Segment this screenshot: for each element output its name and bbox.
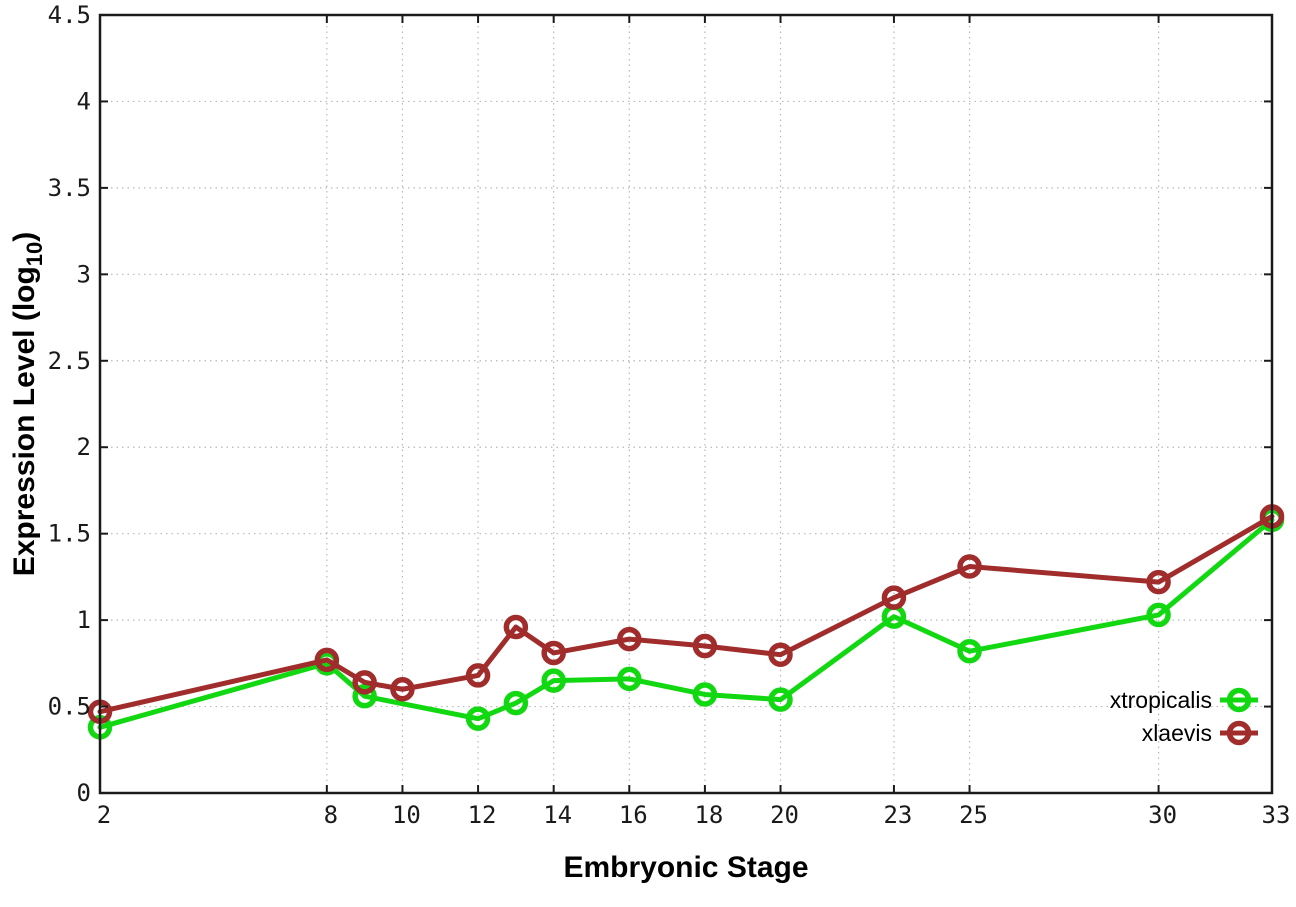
y-tick-label: 1 — [77, 606, 91, 634]
y-tick-label: 3.5 — [48, 174, 91, 202]
data-point-xtropicalis — [541, 668, 566, 693]
series-layer — [87, 504, 1285, 740]
data-point-xlaevis — [314, 647, 340, 673]
data-point-xtropicalis — [352, 683, 377, 709]
data-point-xlaevis — [503, 614, 529, 640]
data-point-xtropicalis — [768, 687, 793, 712]
data-point-xlaevis — [541, 640, 566, 666]
x-tick-label: 2 — [97, 801, 111, 829]
x-tick-label: 23 — [883, 801, 912, 829]
data-point-xtropicalis — [617, 666, 642, 692]
y-axis-title-main: Expression Level (log — [8, 266, 41, 576]
data-point-xtropicalis — [957, 638, 982, 664]
x-tick-label: 8 — [324, 801, 338, 829]
y-axis-title-close: ) — [8, 232, 41, 242]
x-tick-label: 20 — [770, 801, 799, 829]
x-tick-label: 14 — [543, 801, 572, 829]
y-tick-label: 4 — [77, 87, 91, 115]
x-axis-title: Embryonic Stage — [563, 851, 808, 884]
y-axis-title-subscript: 10 — [22, 242, 47, 266]
data-point-xtropicalis — [465, 706, 491, 731]
y-tick-label: 1.5 — [48, 520, 91, 548]
data-point-xlaevis — [1146, 569, 1171, 595]
legend: xtropicalis xlaevis — [1110, 687, 1258, 746]
y-tick-label: 0.5 — [48, 693, 91, 721]
data-point-xtropicalis — [1146, 602, 1171, 628]
data-point-xlaevis — [881, 585, 907, 610]
y-tick-label: 3 — [77, 260, 91, 288]
x-tick-label: 33 — [1262, 801, 1291, 829]
data-point-xlaevis — [692, 633, 718, 659]
legend-item-xtropicalis: xtropicalis — [1110, 687, 1258, 713]
legend-label-xtropicalis: xtropicalis — [1110, 687, 1212, 713]
legend-item-xlaevis: xlaevis — [1142, 720, 1258, 746]
x-tick-label: 18 — [694, 801, 723, 829]
legend-label-xlaevis: xlaevis — [1142, 720, 1212, 746]
legend-sample-marker-xlaevis — [1226, 720, 1252, 746]
plot-border — [98, 13, 1274, 795]
legend-sample-marker-xtropicalis — [1226, 687, 1252, 713]
data-point-xtropicalis — [692, 682, 718, 707]
y-tick-label: 0 — [77, 779, 91, 807]
y-axis-title: Expression Level (log10) — [8, 232, 47, 577]
axis-layer — [98, 13, 1274, 795]
data-point-xlaevis — [957, 554, 982, 579]
data-point-xlaevis — [390, 677, 415, 702]
x-tick-label: 25 — [959, 801, 988, 829]
x-tick-label: 16 — [619, 801, 648, 829]
data-point-xlaevis — [465, 663, 491, 688]
data-point-xlaevis — [617, 626, 642, 652]
series-line-xlaevis — [97, 513, 1275, 715]
tick-label-layer: 2 8 10 12 14 16 18 20 23 25 30 33 0 0.5 1 1.5 2 2.5 3 3.5 4 4… — [48, 1, 1291, 829]
series-line-xtropicalis — [97, 517, 1275, 730]
y-tick-label: 4.5 — [48, 1, 91, 29]
data-point-xtropicalis — [503, 690, 529, 716]
x-tick-label: 12 — [468, 801, 497, 829]
x-tick-label: 30 — [1148, 801, 1177, 829]
y-tick-label: 2.5 — [48, 347, 91, 375]
y-tick-label: 2 — [77, 433, 91, 461]
data-point-xlaevis — [768, 642, 793, 667]
x-tick-label: 10 — [392, 801, 421, 829]
data-point-xlaevis — [352, 670, 377, 695]
